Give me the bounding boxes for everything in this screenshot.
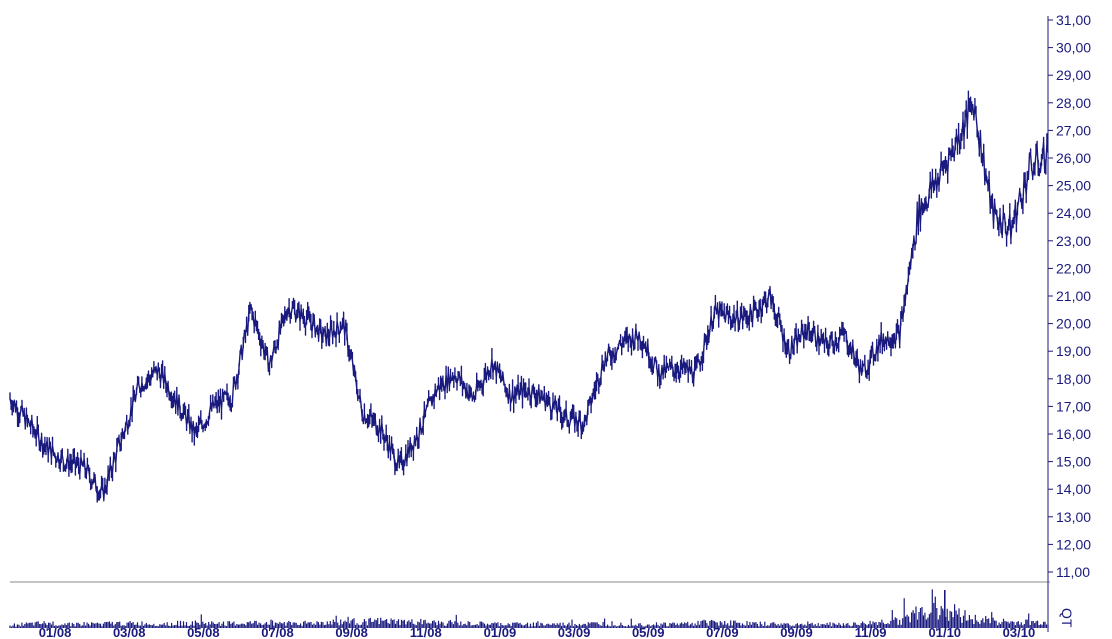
y-tick-label: 13,00	[1056, 509, 1091, 525]
y-tick-label: 26,00	[1056, 150, 1091, 166]
y-tick-label: 12,00	[1056, 536, 1091, 552]
price-panel	[9, 90, 1049, 503]
y-tick-label: 29,00	[1056, 67, 1091, 83]
y-tick-label: 17,00	[1056, 398, 1091, 414]
y-tick-label: 18,00	[1056, 371, 1091, 387]
x-tick-label: 05/08	[187, 625, 220, 639]
y-tick-label: 11,00	[1056, 564, 1090, 580]
y-tick-label: 19,00	[1056, 343, 1091, 359]
y-tick-label: 16,00	[1056, 426, 1091, 442]
x-tick-label: 01/10	[929, 625, 962, 639]
x-tick-label: 11/08	[410, 625, 442, 639]
volume-axis-label: QT	[1059, 608, 1075, 628]
x-tick-label: 03/08	[113, 625, 146, 639]
price-y-axis: 11,00 12,00 13,00 14,00 15,00 16,00 17,00 18,00…	[1047, 12, 1091, 632]
y-tick-label: 24,00	[1056, 205, 1091, 221]
x-tick-label: 01/09	[484, 625, 517, 639]
y-tick-label: 20,00	[1056, 316, 1091, 332]
x-tick-label: 11/09	[855, 625, 887, 639]
y-tick-label: 23,00	[1056, 233, 1091, 249]
x-tick-label: 09/09	[780, 625, 813, 639]
y-tick-label: 14,00	[1056, 481, 1091, 497]
price-line	[9, 90, 1049, 503]
x-tick-label: 01/08	[39, 625, 72, 639]
x-tick-label: 05/09	[632, 625, 665, 639]
x-tick-label: 09/08	[335, 625, 368, 639]
y-tick-label: 21,00	[1056, 288, 1091, 304]
x-tick-label: 07/09	[706, 625, 739, 639]
y-tick-label: 30,00	[1056, 40, 1091, 56]
date-x-axis: 01/08 03/08 05/08 07/08 09/08 11/08 01/09 03/09…	[39, 625, 1035, 639]
y-tick-label: 28,00	[1056, 95, 1091, 111]
x-tick-label: 03/10	[1003, 625, 1036, 639]
y-tick-label: 25,00	[1056, 178, 1091, 194]
y-tick-label: 15,00	[1056, 454, 1091, 470]
x-tick-label: 03/09	[558, 625, 591, 639]
y-tick-label: 22,00	[1056, 260, 1091, 276]
y-tick-label: 27,00	[1056, 122, 1091, 138]
y-tick-label: 31,00	[1056, 12, 1091, 28]
x-tick-label: 07/08	[261, 625, 294, 639]
volume-panel	[9, 589, 1049, 628]
